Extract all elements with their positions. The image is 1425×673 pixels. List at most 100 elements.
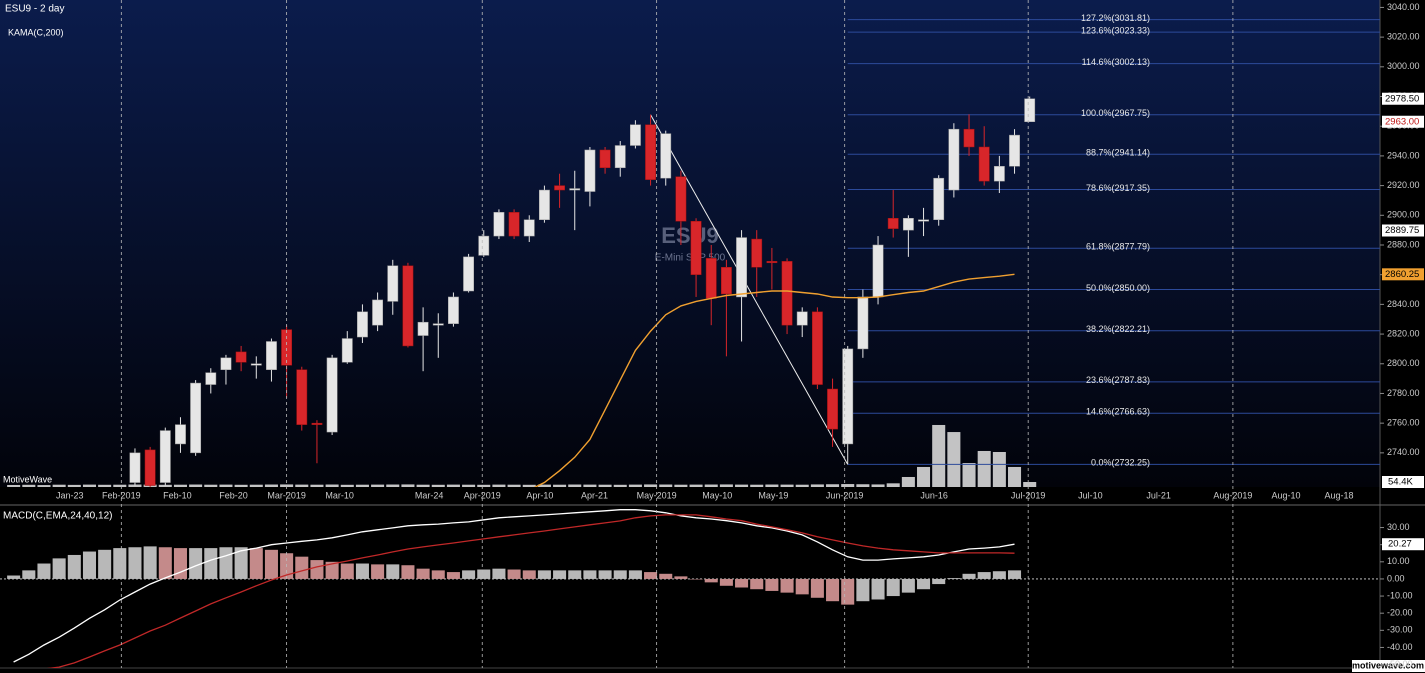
volume-bar: [219, 484, 233, 487]
macd-histogram-bar: [416, 568, 430, 579]
volume-bar: [1023, 482, 1037, 487]
candle-body: [432, 323, 444, 326]
x-tick-label: Apr-21: [581, 490, 608, 500]
volume-bar: [947, 432, 961, 487]
volume-marker-label: 54.4K: [1388, 477, 1413, 488]
volume-bar: [628, 484, 642, 487]
candle-body: [448, 296, 459, 324]
candle-body: [129, 452, 141, 483]
macd-histogram-bar: [992, 571, 1006, 579]
volume-bar: [386, 484, 400, 487]
price-marker-label: 2978.50: [1385, 93, 1419, 104]
candle-body: [311, 422, 323, 425]
y-tick-label: 3020.00: [1387, 31, 1420, 41]
macd-histogram-bar: [234, 547, 248, 579]
volume-bar: [886, 483, 900, 487]
volume-bar: [477, 484, 491, 487]
candle-body: [205, 372, 217, 385]
candle-body: [190, 382, 202, 454]
macd-histogram-bar: [810, 578, 824, 598]
y-tick-label: -40.00: [1387, 642, 1413, 652]
price-plot: 127.2%(3031.81) 123.6%(3023.33) 114.6%(300…: [7, 13, 1380, 487]
price-marker-label: 2889.75: [1385, 225, 1419, 236]
candle-body: [539, 189, 550, 220]
candle-body: [296, 369, 308, 425]
macd-marker-label: 20.27: [1388, 539, 1412, 550]
fib-label: 38.2%(2822.21): [1086, 324, 1150, 334]
volume-bar: [977, 450, 991, 487]
candle-body: [660, 133, 672, 179]
volume-bar: [613, 484, 627, 487]
macd-histogram-bar: [659, 573, 673, 579]
candle-body: [857, 296, 869, 350]
volume-bar: [371, 484, 385, 487]
volume-bar: [1008, 466, 1022, 487]
fib-label: 78.6%(2917.35): [1086, 183, 1150, 193]
volume-bar: [522, 484, 536, 487]
macd-histogram-bar: [113, 548, 127, 579]
volume-bar: [962, 463, 976, 487]
volume-bar: [583, 484, 597, 487]
volume-bar: [871, 484, 885, 487]
x-tick-label: May-2019: [637, 490, 677, 500]
candle-body: [918, 219, 929, 222]
macd-histogram-bar: [295, 556, 309, 579]
candle-body: [978, 146, 990, 182]
brand: MotiveWave: [3, 474, 52, 484]
candle-body: [751, 238, 763, 268]
volume-bar: [37, 485, 51, 487]
candle-body: [478, 235, 490, 256]
x-tick-label: Feb-2019: [102, 490, 141, 500]
volume-bar: [598, 484, 612, 487]
macd-histogram-bar: [128, 547, 142, 579]
macd-histogram-bar: [98, 549, 112, 579]
x-tick-label: Jul-10: [1078, 490, 1103, 500]
macd-histogram-bar: [477, 569, 491, 579]
macd-histogram-bar: [462, 570, 476, 579]
macd-plot: [0, 509, 1380, 668]
y-tick-label: 2940.00: [1387, 150, 1420, 160]
macd-histogram-bar: [886, 578, 900, 597]
volume-bar: [537, 484, 551, 487]
macd-histogram-bar: [977, 572, 991, 579]
volume-bar: [52, 484, 66, 487]
volume-bar: [841, 484, 855, 487]
volume-bar: [7, 484, 21, 487]
candle-body: [887, 218, 899, 229]
x-tick-label: May-19: [758, 490, 788, 500]
footer-box: [1352, 660, 1425, 672]
y-tick-label: 2820.00: [1387, 328, 1420, 338]
volume-bar: [173, 484, 187, 487]
volume-bar: [128, 484, 142, 487]
macd-histogram-bar: [674, 576, 688, 579]
fib-label: 14.6%(2766.63): [1086, 407, 1150, 417]
macd-histogram-bar: [780, 578, 794, 593]
volume-bar: [98, 484, 112, 487]
y-tick-label: 30.00: [1387, 522, 1410, 532]
candle-body: [827, 388, 838, 430]
volume-bar: [67, 484, 81, 487]
volume-bar: [507, 484, 521, 487]
volume-bar: [416, 484, 430, 487]
axes: Jan-23 Feb-2019 Feb-10 Feb-20 Mar-2019 Mar-10…: [56, 0, 1424, 669]
macd-histogram-bar: [52, 558, 66, 579]
candle-body: [630, 124, 641, 146]
x-tick-label: Aug-10: [1271, 490, 1300, 500]
candle-body: [554, 185, 565, 191]
candle-body: [1009, 134, 1020, 167]
candle-body: [144, 449, 156, 486]
y-axis-panel: [1380, 0, 1425, 673]
volume-bar: [704, 484, 718, 487]
volume-bar: [750, 484, 764, 487]
candle-body: [811, 311, 823, 385]
macd-histogram-bar: [37, 563, 51, 579]
candle-body: [902, 218, 914, 231]
x-tick-label: Feb-20: [219, 490, 248, 500]
candle-body: [326, 357, 338, 433]
x-tick-label: Aug-18: [1325, 490, 1354, 500]
volume-bar: [325, 484, 339, 487]
volume-bar: [644, 484, 658, 487]
volume-bar: [810, 484, 824, 487]
candle-body: [720, 267, 732, 295]
candle-body: [266, 341, 277, 370]
